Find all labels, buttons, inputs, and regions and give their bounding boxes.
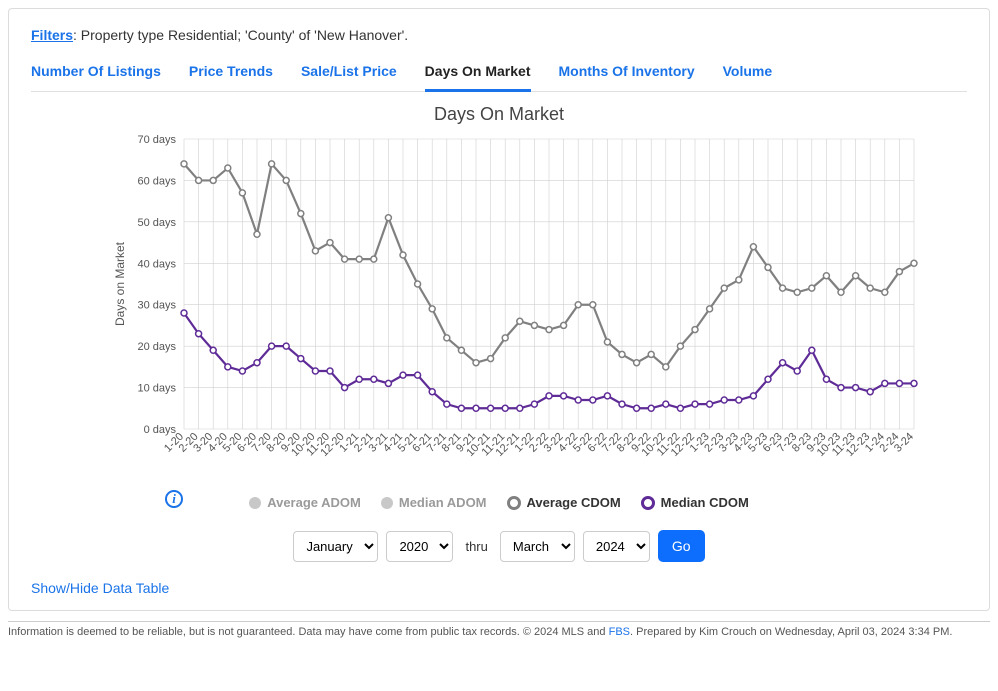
legend-item-average-adom[interactable]: Average ADOM	[249, 495, 361, 510]
legend-item-median-cdom[interactable]: Median CDOM	[641, 495, 749, 510]
line-chart: 0 days 10 days 20 days 30 days 40 days 50 day…	[64, 129, 934, 489]
report-card: Filters: Property type Residential; 'Cou…	[8, 8, 990, 611]
svg-text:20 days: 20 days	[137, 341, 176, 353]
footer-post: . Prepared by Kim Crouch on Wednesday, A…	[630, 626, 952, 638]
date-range-controls: January 2020 thru March 2024 Go	[31, 530, 967, 562]
tabs: Number Of Listings Price Trends Sale/List …	[31, 57, 967, 92]
tab-days-on-market[interactable]: Days On Market	[425, 57, 531, 92]
svg-text:40 days: 40 days	[137, 258, 176, 270]
month-to-select[interactable]: March	[500, 531, 575, 562]
go-button[interactable]: Go	[658, 530, 705, 562]
chart-title: Days On Market	[31, 104, 967, 125]
footer-pre: Information is deemed to be reliable, bu…	[8, 626, 609, 638]
tab-months-of-inventory[interactable]: Months Of Inventory	[559, 57, 695, 91]
info-icon[interactable]: i	[165, 490, 183, 508]
svg-text:60 days: 60 days	[137, 175, 176, 187]
chart-area: 0 days 10 days 20 days 30 days 40 days 50 day…	[31, 129, 967, 510]
tab-price-trends[interactable]: Price Trends	[189, 57, 273, 91]
legend-item-median-adom[interactable]: Median ADOM	[381, 495, 487, 510]
filters-link[interactable]: Filters	[31, 27, 73, 43]
footer-disclaimer: Information is deemed to be reliable, bu…	[8, 621, 990, 638]
filters-line: Filters: Property type Residential; 'Cou…	[31, 27, 967, 43]
tab-volume[interactable]: Volume	[723, 57, 773, 91]
year-to-select[interactable]: 2024	[583, 531, 650, 562]
toggle-data-table-link[interactable]: Show/Hide Data Table	[31, 580, 169, 596]
svg-text:70 days: 70 days	[137, 134, 176, 146]
svg-text:Days on Market: Days on Market	[113, 241, 127, 326]
thru-label: thru	[461, 539, 491, 554]
footer-fbs-link[interactable]: FBS	[609, 626, 630, 638]
filters-text: : Property type Residential; 'County' of…	[73, 27, 408, 43]
svg-text:30 days: 30 days	[137, 300, 176, 312]
month-from-select[interactable]: January	[293, 531, 378, 562]
svg-text:50 days: 50 days	[137, 217, 176, 229]
year-from-select[interactable]: 2020	[386, 531, 453, 562]
legend-item-average-cdom[interactable]: Average CDOM	[507, 495, 621, 510]
svg-text:10 days: 10 days	[137, 383, 176, 395]
svg-text:0 days: 0 days	[144, 424, 177, 436]
tab-number-of-listings[interactable]: Number Of Listings	[31, 57, 161, 91]
tab-sale-list-price[interactable]: Sale/List Price	[301, 57, 397, 91]
